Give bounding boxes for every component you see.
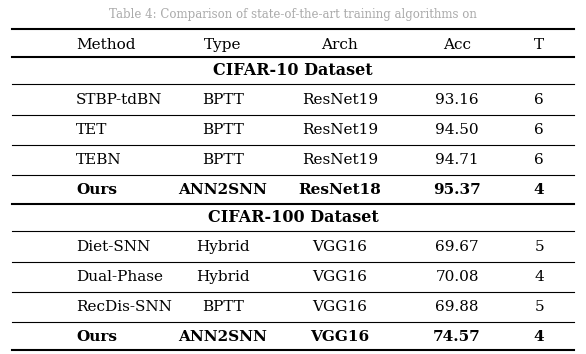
Text: 6: 6: [534, 93, 544, 107]
Text: 4: 4: [534, 183, 544, 197]
Text: Hybrid: Hybrid: [196, 270, 250, 284]
Text: CIFAR-100 Dataset: CIFAR-100 Dataset: [207, 209, 379, 226]
Text: VGG16: VGG16: [311, 330, 369, 344]
Text: 95.37: 95.37: [433, 183, 481, 197]
Text: 6: 6: [534, 153, 544, 167]
Text: Diet-SNN: Diet-SNN: [76, 240, 151, 254]
Text: CIFAR-10 Dataset: CIFAR-10 Dataset: [213, 62, 373, 79]
Text: 70.08: 70.08: [435, 270, 479, 284]
Text: 6: 6: [534, 123, 544, 137]
Text: Ours: Ours: [76, 330, 117, 344]
Text: ResNet18: ResNet18: [298, 183, 381, 197]
Text: TET: TET: [76, 123, 108, 137]
Text: Method: Method: [76, 38, 136, 52]
Text: Arch: Arch: [322, 38, 358, 52]
Text: ResNet19: ResNet19: [302, 153, 378, 167]
Text: RecDis-SNN: RecDis-SNN: [76, 300, 172, 314]
Text: ANN2SNN: ANN2SNN: [178, 330, 267, 344]
Text: ResNet19: ResNet19: [302, 93, 378, 107]
Text: 69.88: 69.88: [435, 300, 479, 314]
Text: VGG16: VGG16: [312, 240, 367, 254]
Text: ResNet19: ResNet19: [302, 123, 378, 137]
Text: 4: 4: [534, 330, 544, 344]
Text: Type: Type: [204, 38, 241, 52]
Text: Dual-Phase: Dual-Phase: [76, 270, 163, 284]
Text: 74.57: 74.57: [433, 330, 481, 344]
Text: 94.71: 94.71: [435, 153, 479, 167]
Text: 69.67: 69.67: [435, 240, 479, 254]
Text: 5: 5: [534, 240, 544, 254]
Text: 93.16: 93.16: [435, 93, 479, 107]
Text: 4: 4: [534, 270, 544, 284]
Text: Acc: Acc: [443, 38, 471, 52]
Text: BPTT: BPTT: [202, 153, 244, 167]
Text: BPTT: BPTT: [202, 300, 244, 314]
Text: Ours: Ours: [76, 183, 117, 197]
Text: VGG16: VGG16: [312, 300, 367, 314]
Text: 94.50: 94.50: [435, 123, 479, 137]
Text: 5: 5: [534, 300, 544, 314]
Text: T: T: [534, 38, 544, 52]
Text: BPTT: BPTT: [202, 93, 244, 107]
Text: TEBN: TEBN: [76, 153, 122, 167]
Text: Hybrid: Hybrid: [196, 240, 250, 254]
Text: STBP-tdBN: STBP-tdBN: [76, 93, 162, 107]
Text: VGG16: VGG16: [312, 270, 367, 284]
Text: ANN2SNN: ANN2SNN: [178, 183, 267, 197]
Text: Table 4: Comparison of state-of-the-art training algorithms on: Table 4: Comparison of state-of-the-art …: [109, 8, 477, 21]
Text: BPTT: BPTT: [202, 123, 244, 137]
